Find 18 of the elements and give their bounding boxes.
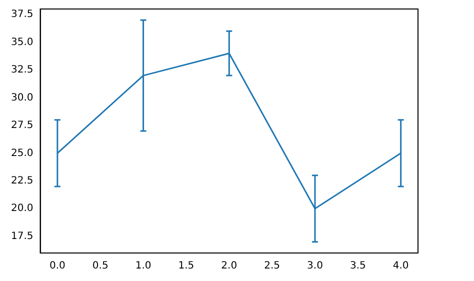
y-tick-label: 35.0 (11, 36, 34, 48)
x-tick-label: 4.0 (392, 260, 409, 272)
x-tick-label: 3.0 (307, 260, 323, 272)
y-tick-label: 37.5 (11, 9, 34, 20)
x-tick-label: 0.0 (49, 260, 66, 272)
y-tick-label: 32.5 (11, 64, 34, 76)
y-tick-label: 25.0 (11, 148, 34, 159)
x-tick-label: 1.5 (178, 260, 194, 272)
y-tick-label: 20.0 (11, 203, 34, 214)
x-tick-label: 2.5 (264, 260, 280, 272)
y-tick-label: 22.5 (11, 176, 34, 187)
y-tick-label: 27.5 (11, 120, 34, 132)
x-tick-label: 2.0 (221, 260, 238, 272)
y-tick-label: 17.5 (11, 230, 34, 242)
x-tick-label: 0.5 (92, 260, 108, 272)
x-tick-label: 1.0 (135, 260, 152, 272)
x-tick-label: 3.5 (350, 260, 366, 272)
y-tick-label: 30.0 (11, 92, 34, 104)
